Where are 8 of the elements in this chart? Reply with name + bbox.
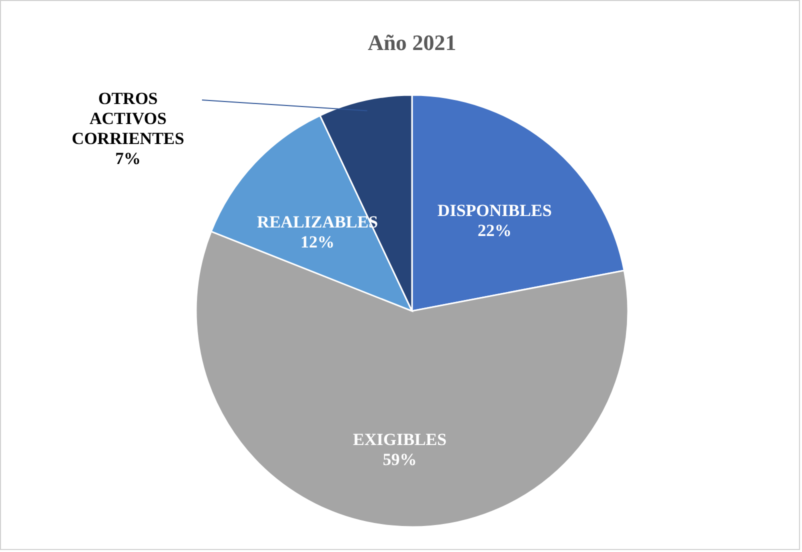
slice-label: OTROS ACTIVOS CORRIENTES [72, 89, 184, 148]
slice-label: DISPONIBLES [437, 201, 552, 220]
data-label: 12% [300, 232, 335, 252]
slice-label: EXIGIBLES [353, 430, 447, 450]
chart-title: Año 2021 [368, 30, 456, 55]
data-label: 7% [115, 149, 141, 168]
data-label: 59% [382, 450, 417, 470]
data-label: 22% [478, 221, 512, 240]
